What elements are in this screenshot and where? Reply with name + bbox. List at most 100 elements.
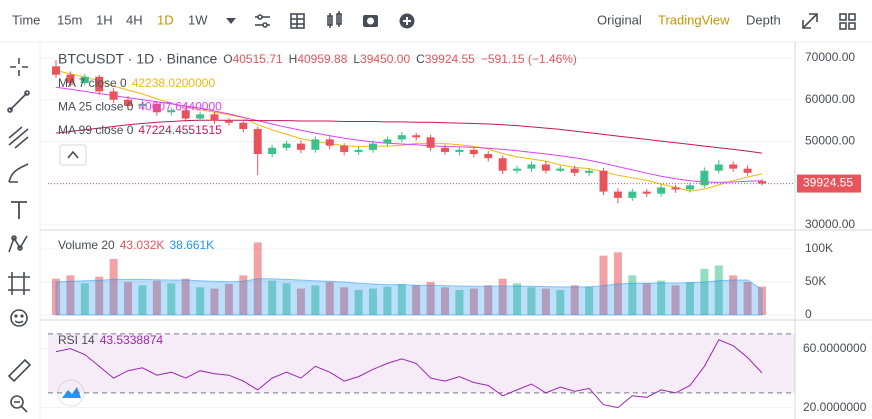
volume-bar bbox=[657, 280, 666, 315]
interval-button[interactable]: 4H bbox=[126, 12, 143, 27]
rsi-line bbox=[55, 339, 763, 409]
ma-legend-label: MA 7 close 0 bbox=[58, 76, 127, 90]
rsi-band bbox=[48, 333, 795, 393]
candle-body bbox=[95, 76, 104, 92]
candle-body bbox=[714, 164, 723, 171]
y-tick-label: 60000.00 bbox=[805, 92, 855, 106]
add-icon[interactable] bbox=[399, 13, 415, 29]
snapshot-icon[interactable] bbox=[363, 15, 378, 27]
candle-body bbox=[642, 191, 651, 194]
volume-ma-legend-value: 38.661K bbox=[169, 238, 214, 252]
last-price-label: 39924.55 bbox=[803, 176, 853, 190]
fullscreen-icon[interactable] bbox=[802, 13, 818, 29]
candle-body bbox=[671, 187, 680, 190]
rsi-legend-label: RSI 14 bbox=[58, 333, 95, 347]
volume-bar bbox=[340, 287, 349, 315]
volume-bar bbox=[585, 286, 594, 315]
candle-body bbox=[196, 114, 205, 119]
ohlc-key: L bbox=[353, 52, 360, 66]
dropdown-arrow[interactable] bbox=[226, 18, 236, 24]
volume-bar bbox=[685, 282, 694, 315]
layout-icon[interactable] bbox=[839, 13, 856, 30]
volume-bar bbox=[469, 288, 478, 315]
candle-style-icon[interactable] bbox=[327, 11, 342, 28]
ma-legend-label: MA 25 close 0 bbox=[58, 100, 134, 114]
plot-layer: Time 15m 1H 4H 1D 1W Original TradingView Depth 7… bbox=[12, 12, 867, 413]
volume-bar bbox=[239, 275, 248, 315]
brush-tool[interactable] bbox=[8, 163, 29, 183]
volume-bar bbox=[714, 265, 723, 315]
candle-body bbox=[570, 168, 579, 173]
pattern-tool[interactable] bbox=[8, 235, 28, 253]
emoji-tool[interactable] bbox=[10, 309, 28, 327]
fib-tool[interactable] bbox=[8, 126, 29, 149]
crosshair-tool[interactable] bbox=[10, 58, 28, 76]
candle-body bbox=[700, 170, 709, 186]
symbol-label: BTCUSDT · 1D · Binance bbox=[58, 51, 217, 67]
change-label: −591.15 (−1.46%) bbox=[481, 52, 577, 66]
volume-bar bbox=[700, 268, 709, 315]
collapse-button[interactable] bbox=[59, 144, 87, 166]
rsi-tick-label: 60.0000000 bbox=[803, 341, 867, 355]
interval-button[interactable]: Time bbox=[12, 12, 40, 27]
volume-bar bbox=[412, 285, 421, 315]
ma-legend-label: MA 99 close 0 bbox=[58, 123, 134, 137]
volume-bar bbox=[671, 285, 680, 315]
zoom-tool[interactable] bbox=[10, 395, 28, 413]
candle-body bbox=[556, 168, 565, 171]
interval-button[interactable]: 1H bbox=[96, 12, 113, 27]
candle-body bbox=[383, 139, 392, 144]
candle-body bbox=[210, 114, 219, 121]
candle-body bbox=[224, 120, 233, 123]
ma-line bbox=[55, 119, 763, 154]
view-button[interactable]: TradingView bbox=[658, 12, 730, 27]
ohlc-key: O bbox=[223, 52, 232, 66]
interval-button[interactable]: 1W bbox=[188, 12, 208, 27]
candle-body bbox=[412, 135, 421, 138]
candle-body bbox=[628, 191, 637, 198]
volume-bar bbox=[80, 283, 89, 315]
volume-bar bbox=[268, 280, 277, 315]
line-tool[interactable] bbox=[7, 90, 30, 113]
volume-bar bbox=[628, 275, 637, 315]
interval-button[interactable]: 15m bbox=[57, 12, 82, 27]
view-button[interactable]: Original bbox=[597, 12, 642, 27]
settings-icon[interactable] bbox=[255, 14, 270, 28]
candle-body bbox=[109, 91, 118, 100]
volume-bar bbox=[541, 288, 550, 315]
volume-bar bbox=[210, 288, 219, 315]
volume-legend-value: 43.032K bbox=[120, 238, 165, 252]
view-button[interactable]: Depth bbox=[746, 12, 781, 27]
candle-body bbox=[311, 139, 320, 150]
volume-bar bbox=[152, 280, 161, 315]
volume-bar bbox=[527, 287, 536, 315]
ohlc-value: 39450.00 bbox=[360, 52, 410, 66]
candle-body bbox=[498, 158, 507, 171]
ohlc-key: C bbox=[416, 52, 425, 66]
collapse-arrow bbox=[67, 150, 79, 159]
candle-body bbox=[743, 168, 752, 173]
candle-body bbox=[66, 74, 75, 84]
interval-button[interactable]: 1D bbox=[157, 12, 174, 27]
volume-tick-label: 50K bbox=[805, 274, 826, 288]
indicators-icon[interactable] bbox=[290, 13, 305, 29]
candle-body bbox=[368, 143, 377, 150]
candle-body bbox=[354, 149, 363, 152]
candle-body bbox=[325, 139, 334, 146]
candle-body bbox=[80, 76, 89, 84]
candle-body bbox=[541, 164, 550, 171]
y-tick-label: 70000.00 bbox=[805, 50, 855, 64]
ohlc-value: 39924.55 bbox=[425, 52, 475, 66]
volume-bar bbox=[325, 282, 334, 315]
volume-bar bbox=[729, 275, 738, 315]
volume-bar bbox=[570, 285, 579, 315]
volume-bar bbox=[296, 288, 305, 315]
candle-body bbox=[758, 181, 766, 184]
candle-body bbox=[239, 122, 248, 129]
text-tool[interactable] bbox=[11, 201, 27, 219]
prediction-tool[interactable] bbox=[8, 272, 30, 295]
ruler-tool[interactable] bbox=[7, 358, 32, 383]
ma-line bbox=[55, 86, 763, 183]
